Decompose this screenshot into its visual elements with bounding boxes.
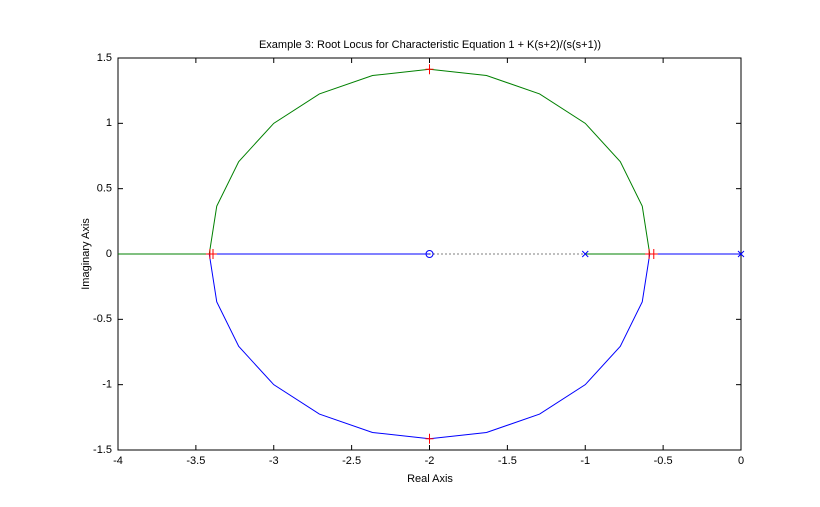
y-tick-label: -0.5 — [93, 313, 112, 325]
x-tick-label: -2.5 — [342, 455, 361, 467]
x-tick-label: -3 — [269, 455, 279, 467]
y-tick-label: -1 — [102, 379, 112, 391]
gain-marker — [425, 433, 434, 444]
x-tick-label: -1.5 — [498, 455, 517, 467]
y-tick-label: 0.5 — [97, 183, 112, 195]
zero-marker — [425, 250, 434, 258]
y-axis-label: Imaginary Axis — [80, 218, 92, 290]
gain-marker — [425, 64, 434, 75]
pole-marker — [581, 250, 589, 258]
x-tick-label: -2 — [425, 455, 435, 467]
x-axis-label: Real Axis — [407, 473, 453, 485]
x-tick-label: -3.5 — [186, 455, 205, 467]
y-tick-label: -1.5 — [93, 444, 112, 456]
y-tick-label: 1 — [106, 117, 112, 129]
x-tick-label: -1 — [580, 455, 590, 467]
y-tick-label: 1.5 — [97, 52, 112, 64]
gain-marker — [649, 249, 658, 259]
y-tick-label: 0 — [106, 248, 112, 260]
gain-marker — [209, 249, 218, 259]
x-tick-label: -4 — [113, 455, 123, 467]
x-tick-label: -0.5 — [654, 455, 673, 467]
x-tick-label: 0 — [738, 455, 744, 467]
chart-title: Example 3: Root Locus for Characteristic… — [259, 39, 601, 51]
pole-marker — [737, 250, 745, 258]
